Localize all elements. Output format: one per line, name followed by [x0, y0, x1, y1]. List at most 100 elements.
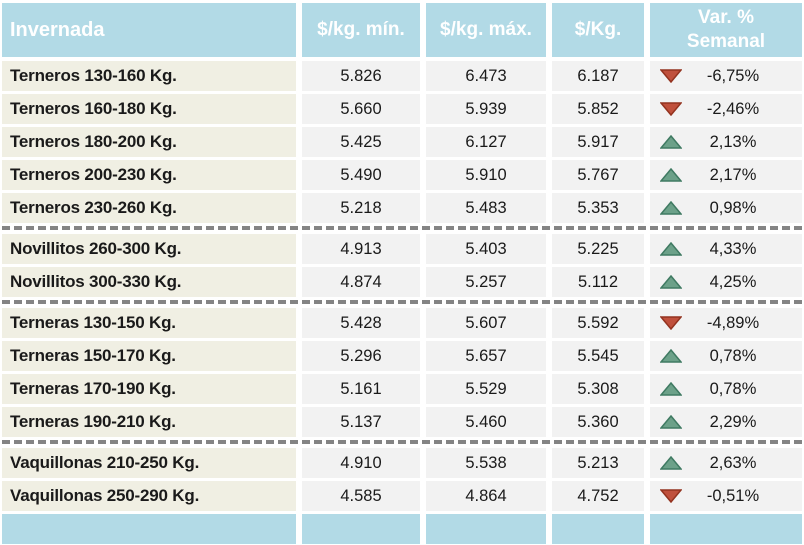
min-price-cell: 4.874	[302, 267, 420, 297]
category-cell: Terneros 230-260 Kg.	[2, 193, 296, 223]
avg-price-cell: 5.308	[552, 374, 644, 404]
min-price-cell: 4.913	[302, 234, 420, 264]
trend-down-icon	[660, 69, 682, 83]
avg-price-cell: 5.225	[552, 234, 644, 264]
variation-value: -6,75%	[706, 66, 760, 85]
category-label: Novillitos 260-300 Kg.	[10, 239, 182, 258]
variation-value: 4,25%	[709, 272, 757, 291]
avg-price-cell: 5.213	[552, 448, 644, 478]
max-price-cell: 5.257	[426, 267, 546, 297]
max-price-cell: 5.460	[426, 407, 546, 437]
category-cell: Vaquillonas 250-290 Kg.	[2, 481, 296, 511]
min-price-cell: 4.910	[302, 448, 420, 478]
avg-price-cell: 5.592	[552, 308, 644, 338]
category-label: Terneras 170-190 Kg.	[10, 379, 176, 398]
trend-up-icon	[660, 456, 682, 470]
variation-value: -0,51%	[706, 486, 760, 505]
header-kg-min: $/kg. mín.	[302, 3, 420, 57]
trend-up-icon	[660, 242, 682, 256]
header-kg-max: $/kg. máx.	[426, 3, 546, 57]
variation-cell: 4,33%	[650, 234, 802, 264]
table-row: Novillitos 300-330 Kg. 4.874 5.257 5.112…	[2, 267, 802, 297]
trend-up-icon	[660, 275, 682, 289]
category-cell: Terneras 170-190 Kg.	[2, 374, 296, 404]
avg-price-cell: 5.767	[552, 160, 644, 190]
trend-down-icon	[660, 102, 682, 116]
category-cell: Terneros 180-200 Kg.	[2, 127, 296, 157]
min-price-cell: 5.425	[302, 127, 420, 157]
variation-cell: 2,29%	[650, 407, 802, 437]
variation-cell: -4,89%	[650, 308, 802, 338]
category-label: Vaquillonas 210-250 Kg.	[10, 453, 200, 472]
max-price-cell: 5.939	[426, 94, 546, 124]
category-label: Terneros 180-200 Kg.	[10, 132, 177, 151]
variation-cell: -0,51%	[650, 481, 802, 511]
table-body: Terneros 130-160 Kg. 5.826 6.473 6.187 -…	[2, 61, 802, 511]
category-label: Novillitos 300-330 Kg.	[10, 272, 182, 291]
table-row: Terneras 170-190 Kg. 5.161 5.529 5.308 0…	[2, 374, 802, 404]
trend-up-icon	[660, 201, 682, 215]
variation-cell: 4,25%	[650, 267, 802, 297]
min-price-cell: 5.218	[302, 193, 420, 223]
variation-value: -2,46%	[706, 99, 760, 118]
footer-cell	[426, 514, 546, 544]
avg-price-cell: 5.917	[552, 127, 644, 157]
variation-value: 0,78%	[709, 379, 757, 398]
avg-price-cell: 6.187	[552, 61, 644, 91]
table-row: Terneros 230-260 Kg. 5.218 5.483 5.353 0…	[2, 193, 802, 223]
footer-cell	[552, 514, 644, 544]
category-label: Terneros 130-160 Kg.	[10, 66, 177, 85]
max-price-cell: 5.529	[426, 374, 546, 404]
footer-cell	[2, 514, 296, 544]
trend-up-icon	[660, 415, 682, 429]
max-price-cell: 5.538	[426, 448, 546, 478]
category-cell: Terneros 160-180 Kg.	[2, 94, 296, 124]
max-price-cell: 5.657	[426, 341, 546, 371]
variation-cell: 2,63%	[650, 448, 802, 478]
category-cell: Terneras 130-150 Kg.	[2, 308, 296, 338]
category-label: Terneras 130-150 Kg.	[10, 313, 176, 332]
min-price-cell: 5.137	[302, 407, 420, 437]
header-var-semanal: Var. % Semanal	[650, 3, 802, 57]
max-price-cell: 5.910	[426, 160, 546, 190]
category-label: Terneros 160-180 Kg.	[10, 99, 177, 118]
avg-price-cell: 5.353	[552, 193, 644, 223]
variation-cell: 0,98%	[650, 193, 802, 223]
category-cell: Vaquillonas 210-250 Kg.	[2, 448, 296, 478]
variation-value: -4,89%	[706, 313, 760, 332]
table-row: Vaquillonas 250-290 Kg. 4.585 4.864 4.75…	[2, 481, 802, 511]
category-cell: Terneras 190-210 Kg.	[2, 407, 296, 437]
trend-up-icon	[660, 168, 682, 182]
category-cell: Terneros 200-230 Kg.	[2, 160, 296, 190]
min-price-cell: 5.826	[302, 61, 420, 91]
max-price-cell: 6.473	[426, 61, 546, 91]
table-row: Terneras 190-210 Kg. 5.137 5.460 5.360 2…	[2, 407, 802, 437]
trend-down-icon	[660, 316, 682, 330]
min-price-cell: 5.296	[302, 341, 420, 371]
avg-price-cell: 5.545	[552, 341, 644, 371]
category-label: Vaquillonas 250-290 Kg.	[10, 486, 200, 505]
variation-value: 2,17%	[709, 165, 757, 184]
trend-up-icon	[660, 135, 682, 149]
category-label: Terneras 190-210 Kg.	[10, 412, 176, 431]
table-row: Terneras 130-150 Kg. 5.428 5.607 5.592 -…	[2, 308, 802, 338]
min-price-cell: 4.585	[302, 481, 420, 511]
variation-value: 2,13%	[709, 132, 757, 151]
avg-price-cell: 5.112	[552, 267, 644, 297]
table-row: Vaquillonas 210-250 Kg. 4.910 5.538 5.21…	[2, 448, 802, 478]
variation-cell: -6,75%	[650, 61, 802, 91]
header-invernada: Invernada	[2, 3, 296, 57]
variation-value: 2,29%	[709, 412, 757, 431]
category-label: Terneras 150-170 Kg.	[10, 346, 176, 365]
table-row: Novillitos 260-300 Kg. 4.913 5.403 5.225…	[2, 234, 802, 264]
category-cell: Novillitos 300-330 Kg.	[2, 267, 296, 297]
group-separator	[2, 440, 802, 444]
max-price-cell: 6.127	[426, 127, 546, 157]
avg-price-cell: 5.852	[552, 94, 644, 124]
table-row: Terneros 200-230 Kg. 5.490 5.910 5.767 2…	[2, 160, 802, 190]
group-separator	[2, 300, 802, 304]
table-footer	[2, 514, 802, 544]
category-label: Terneros 200-230 Kg.	[10, 165, 177, 184]
variation-value: 4,33%	[709, 239, 757, 258]
header-kg: $/Kg.	[552, 3, 644, 57]
